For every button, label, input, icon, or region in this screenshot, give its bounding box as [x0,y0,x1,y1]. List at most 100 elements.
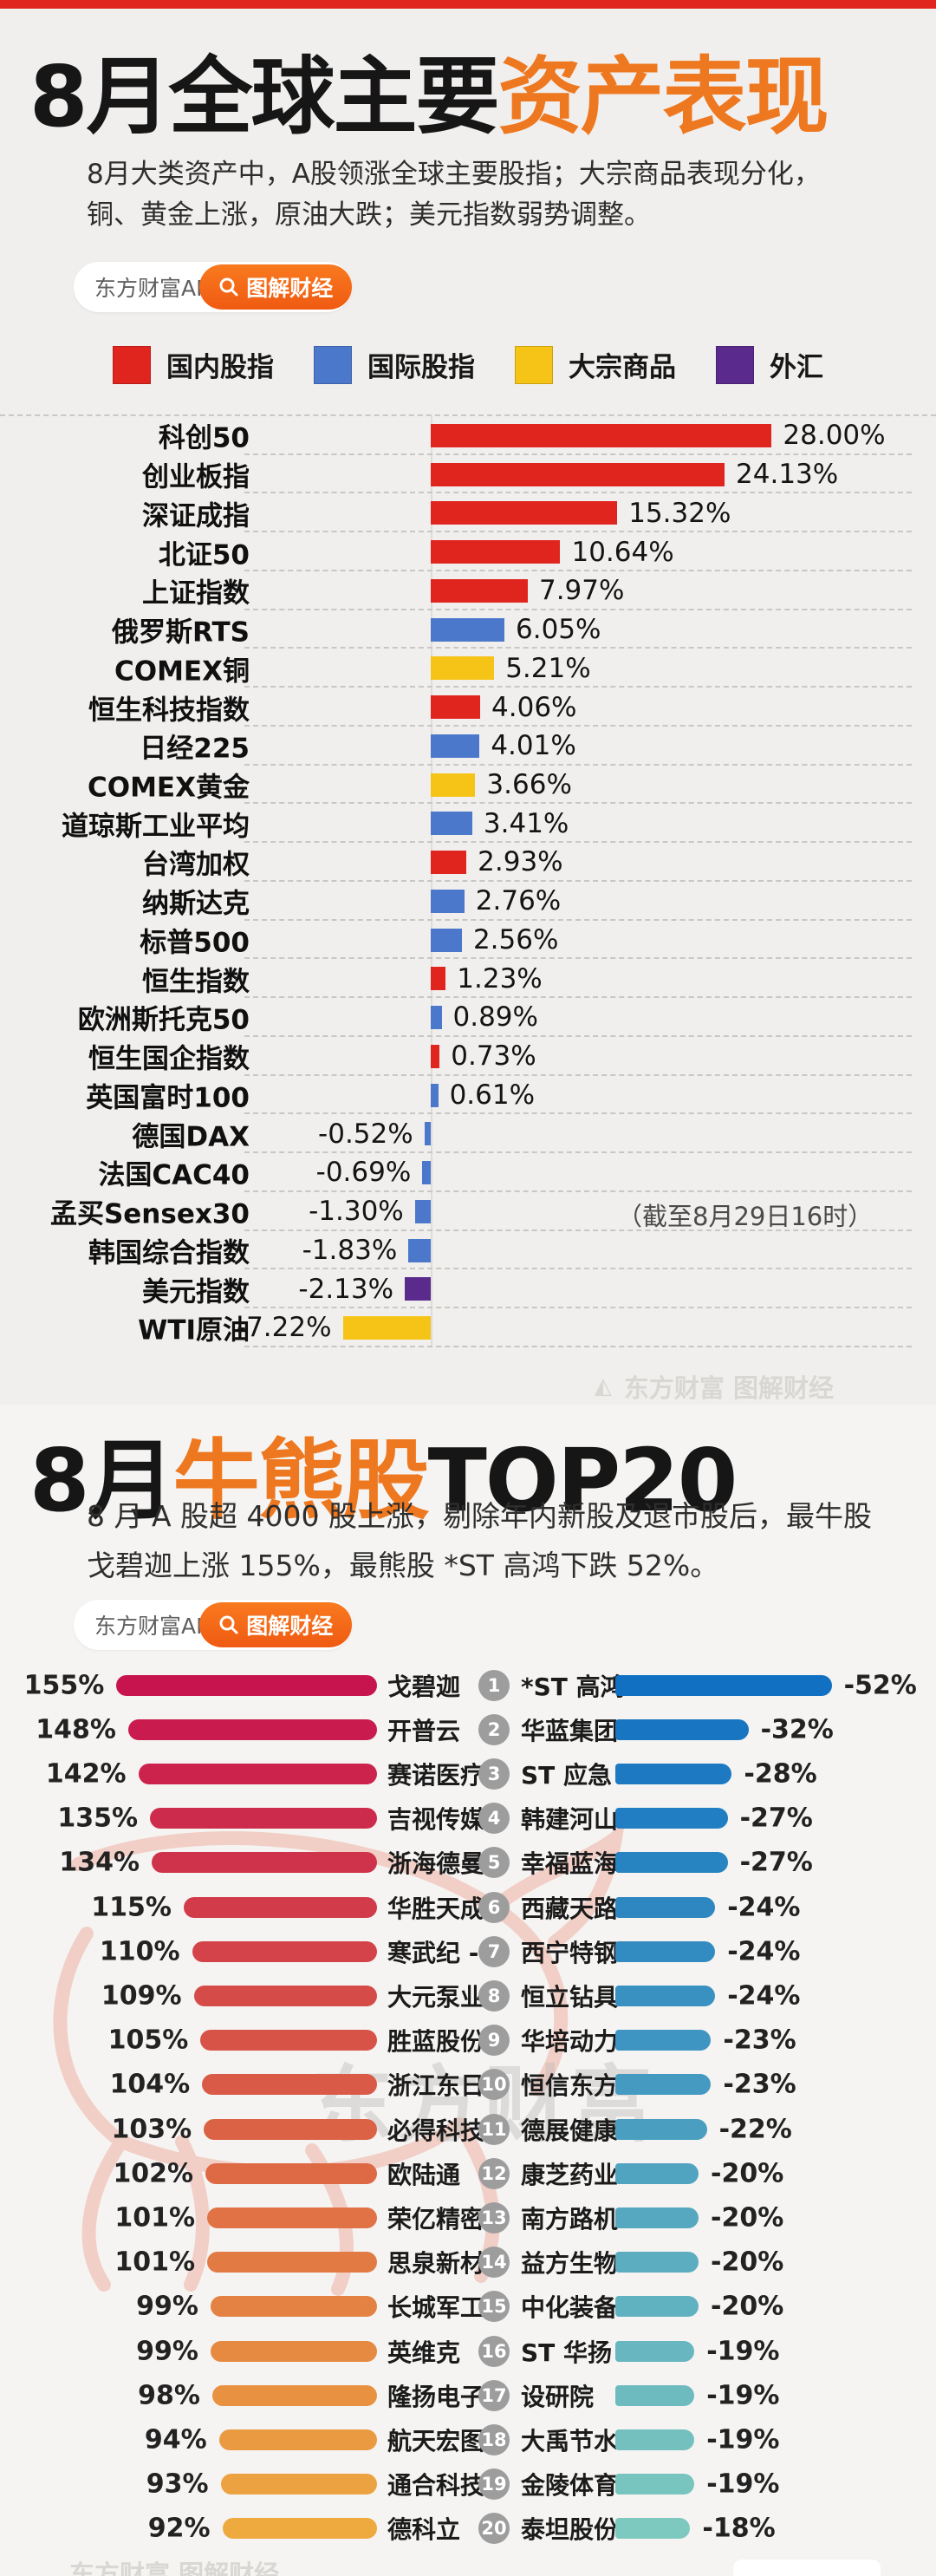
legend-item: 国际股指 [314,345,475,384]
asset-row: 恒生指数 1.23% [0,959,936,999]
stock-row: 105% 胜蓝股份 9 华培动力 -23% [0,2018,936,2063]
rank-badge: 14 [478,2247,510,2279]
loser-bar [615,2162,699,2184]
loser-name: 设研院 [521,2382,595,2411]
asset-row: 英国富时100 0.61% [0,1076,936,1115]
asset-bar [431,1044,440,1068]
loser-pct: -19% [706,2424,780,2455]
asset-bar [422,1161,431,1185]
rank-badge: 7 [478,1935,510,1967]
eastmoney-watermark-line: ◭ 东方财富 图解财经 [595,1368,834,1405]
asset-value: 6.05% [516,614,601,646]
row-separator [244,1034,912,1037]
loser-name: 中化装备 [521,2293,619,2323]
loser-bar [615,2030,712,2051]
legend-label: 国内股指 [166,352,274,383]
stock-row: 101% 思泉新材 14 益方生物 -U -20% [0,2240,936,2285]
assets-subtitle: 8月大类资产中，A股领涨全球主要股指；大宗商品表现分化， 铜、黄金上涨，原油大跌… [87,154,821,236]
gainer-pct: 101% [114,2247,196,2278]
loser-bar [615,2340,695,2362]
gainer-name: 必得科技 [387,2116,485,2145]
asset-name: 孟买Sensex30 [49,1198,250,1230]
stock-row: 155% 戈碧迦 1 *ST 高鸿 -52% [0,1663,936,1707]
gainer-name: 英维克 [387,2338,461,2367]
asset-name: 欧洲斯托克50 [77,1004,250,1036]
asset-value: 0.89% [452,1001,538,1034]
asset-name: 俄罗斯RTS [112,616,250,649]
gainer-bar [116,1674,377,1696]
gainer-name: 胜蓝股份 [387,2027,485,2057]
section-top20: 东方财富 8月牛熊股TOP20 8 月 A 股超 4000 股上涨，剔除年内新股… [0,1405,936,2576]
rank-badge: 11 [478,2113,510,2145]
asset-bar [431,1006,442,1030]
asset-bar [424,1122,431,1146]
assets-subtitle-line2: 铜、黄金上涨，原油大跌；美元指数弱势调整。 [87,199,651,231]
gainer-name: 思泉新材 [387,2249,485,2279]
magnifier-icon [219,1615,238,1634]
rank-badge: 2 [478,1713,510,1745]
asset-row: 道琼斯工业平均 3.41% [0,804,936,844]
asset-row: 韩国综合指数 -1.83% [0,1231,936,1270]
asset-name: 北证50 [158,539,250,571]
loser-pct: -23% [723,2025,796,2056]
asset-row: 恒生国企指数 0.73% [0,1037,936,1076]
gainer-pct: 110% [99,1936,180,1967]
assets-title-black: 8月全球主要 [29,48,499,146]
asset-value: 2.76% [475,885,562,917]
loser-name: 康芝药业 [521,2160,619,2189]
row-separator [244,802,912,805]
top20-subtitle: 8 月 A 股超 4000 股上涨，剔除年内新股及退市股后，最牛股 戈碧迦上涨 … [87,1491,872,1590]
loser-name: 泰坦股份 [521,2515,619,2545]
gainer-name: 浙海德曼 [387,1849,485,1879]
bottom-corner-box [733,2560,881,2576]
asset-row: 标普500 2.56% [0,921,936,960]
loser-name: ST 应急 [521,1760,613,1790]
asset-legend: 国内股指 国际股指 大宗商品 外汇 [0,345,936,384]
row-separator [244,1190,912,1192]
asset-bar [342,1316,431,1340]
top20-title: 8月牛熊股TOP20 [29,1410,738,1536]
asset-bar [405,1277,431,1301]
stock-row: 110% 寒武纪 -U 7 西宁特钢 -24% [0,1929,936,1973]
legend-label: 大宗商品 [569,352,676,383]
gainer-bar [183,1896,377,1918]
gainer-name: 航天宏图 [387,2426,485,2455]
gainer-bar [207,2252,377,2273]
eastmoney-watermark-text: 东方财富 图解财经 [623,1373,834,1403]
asset-row: 欧洲斯托克50 0.89% [0,998,936,1037]
asset-bar [431,578,528,603]
asset-row: 孟买Sensex30 -1.30% [0,1192,936,1231]
rank-badge: 12 [478,2157,510,2189]
tujie-caijing-label: 图解财经 [246,1614,334,1639]
eastmoney-logo-mark: ◭ [594,1373,612,1399]
gainer-name: 吉视传媒 [387,1805,485,1835]
loser-bar [615,1763,732,1784]
gainer-bar [192,1940,377,1962]
loser-bar [615,1940,716,1962]
assets-subtitle-line1: 8月大类资产中，A股领涨全球主要股指；大宗商品表现分化， [87,159,821,190]
gainer-pct: 135% [57,1803,139,1834]
gainer-bar [205,2162,377,2184]
asset-bar [431,773,476,797]
loser-bar [615,2429,695,2450]
row-separator [244,957,912,960]
asset-value: -0.69% [315,1157,412,1189]
stock-row: 94% 航天宏图 18 大禹节水 -19% [0,2417,936,2462]
tujie-caijing-pill: 图解财经 [199,1602,353,1647]
gainer-pct: 148% [36,1714,116,1745]
asset-bar [431,656,495,681]
gainer-bar [210,2296,377,2318]
rank-badge: 15 [478,2291,510,2323]
asset-name: 美元指数 [142,1276,250,1308]
loser-name: 金陵体育 [521,2471,619,2501]
rank-badge: 10 [478,2069,510,2101]
gainer-bar [210,2340,377,2362]
stock-row: 93% 通合科技 19 金陵体育 -19% [0,2462,936,2507]
asset-name: 纳斯达克 [142,888,250,920]
asset-name: 韩国综合指数 [88,1237,250,1269]
asset-value: 3.66% [486,769,572,801]
asset-value: -2.13% [298,1273,394,1305]
loser-pct: -19% [706,2468,780,2500]
top20-title-black2: TOP20 [427,1430,738,1531]
asset-value: 0.73% [451,1040,536,1073]
